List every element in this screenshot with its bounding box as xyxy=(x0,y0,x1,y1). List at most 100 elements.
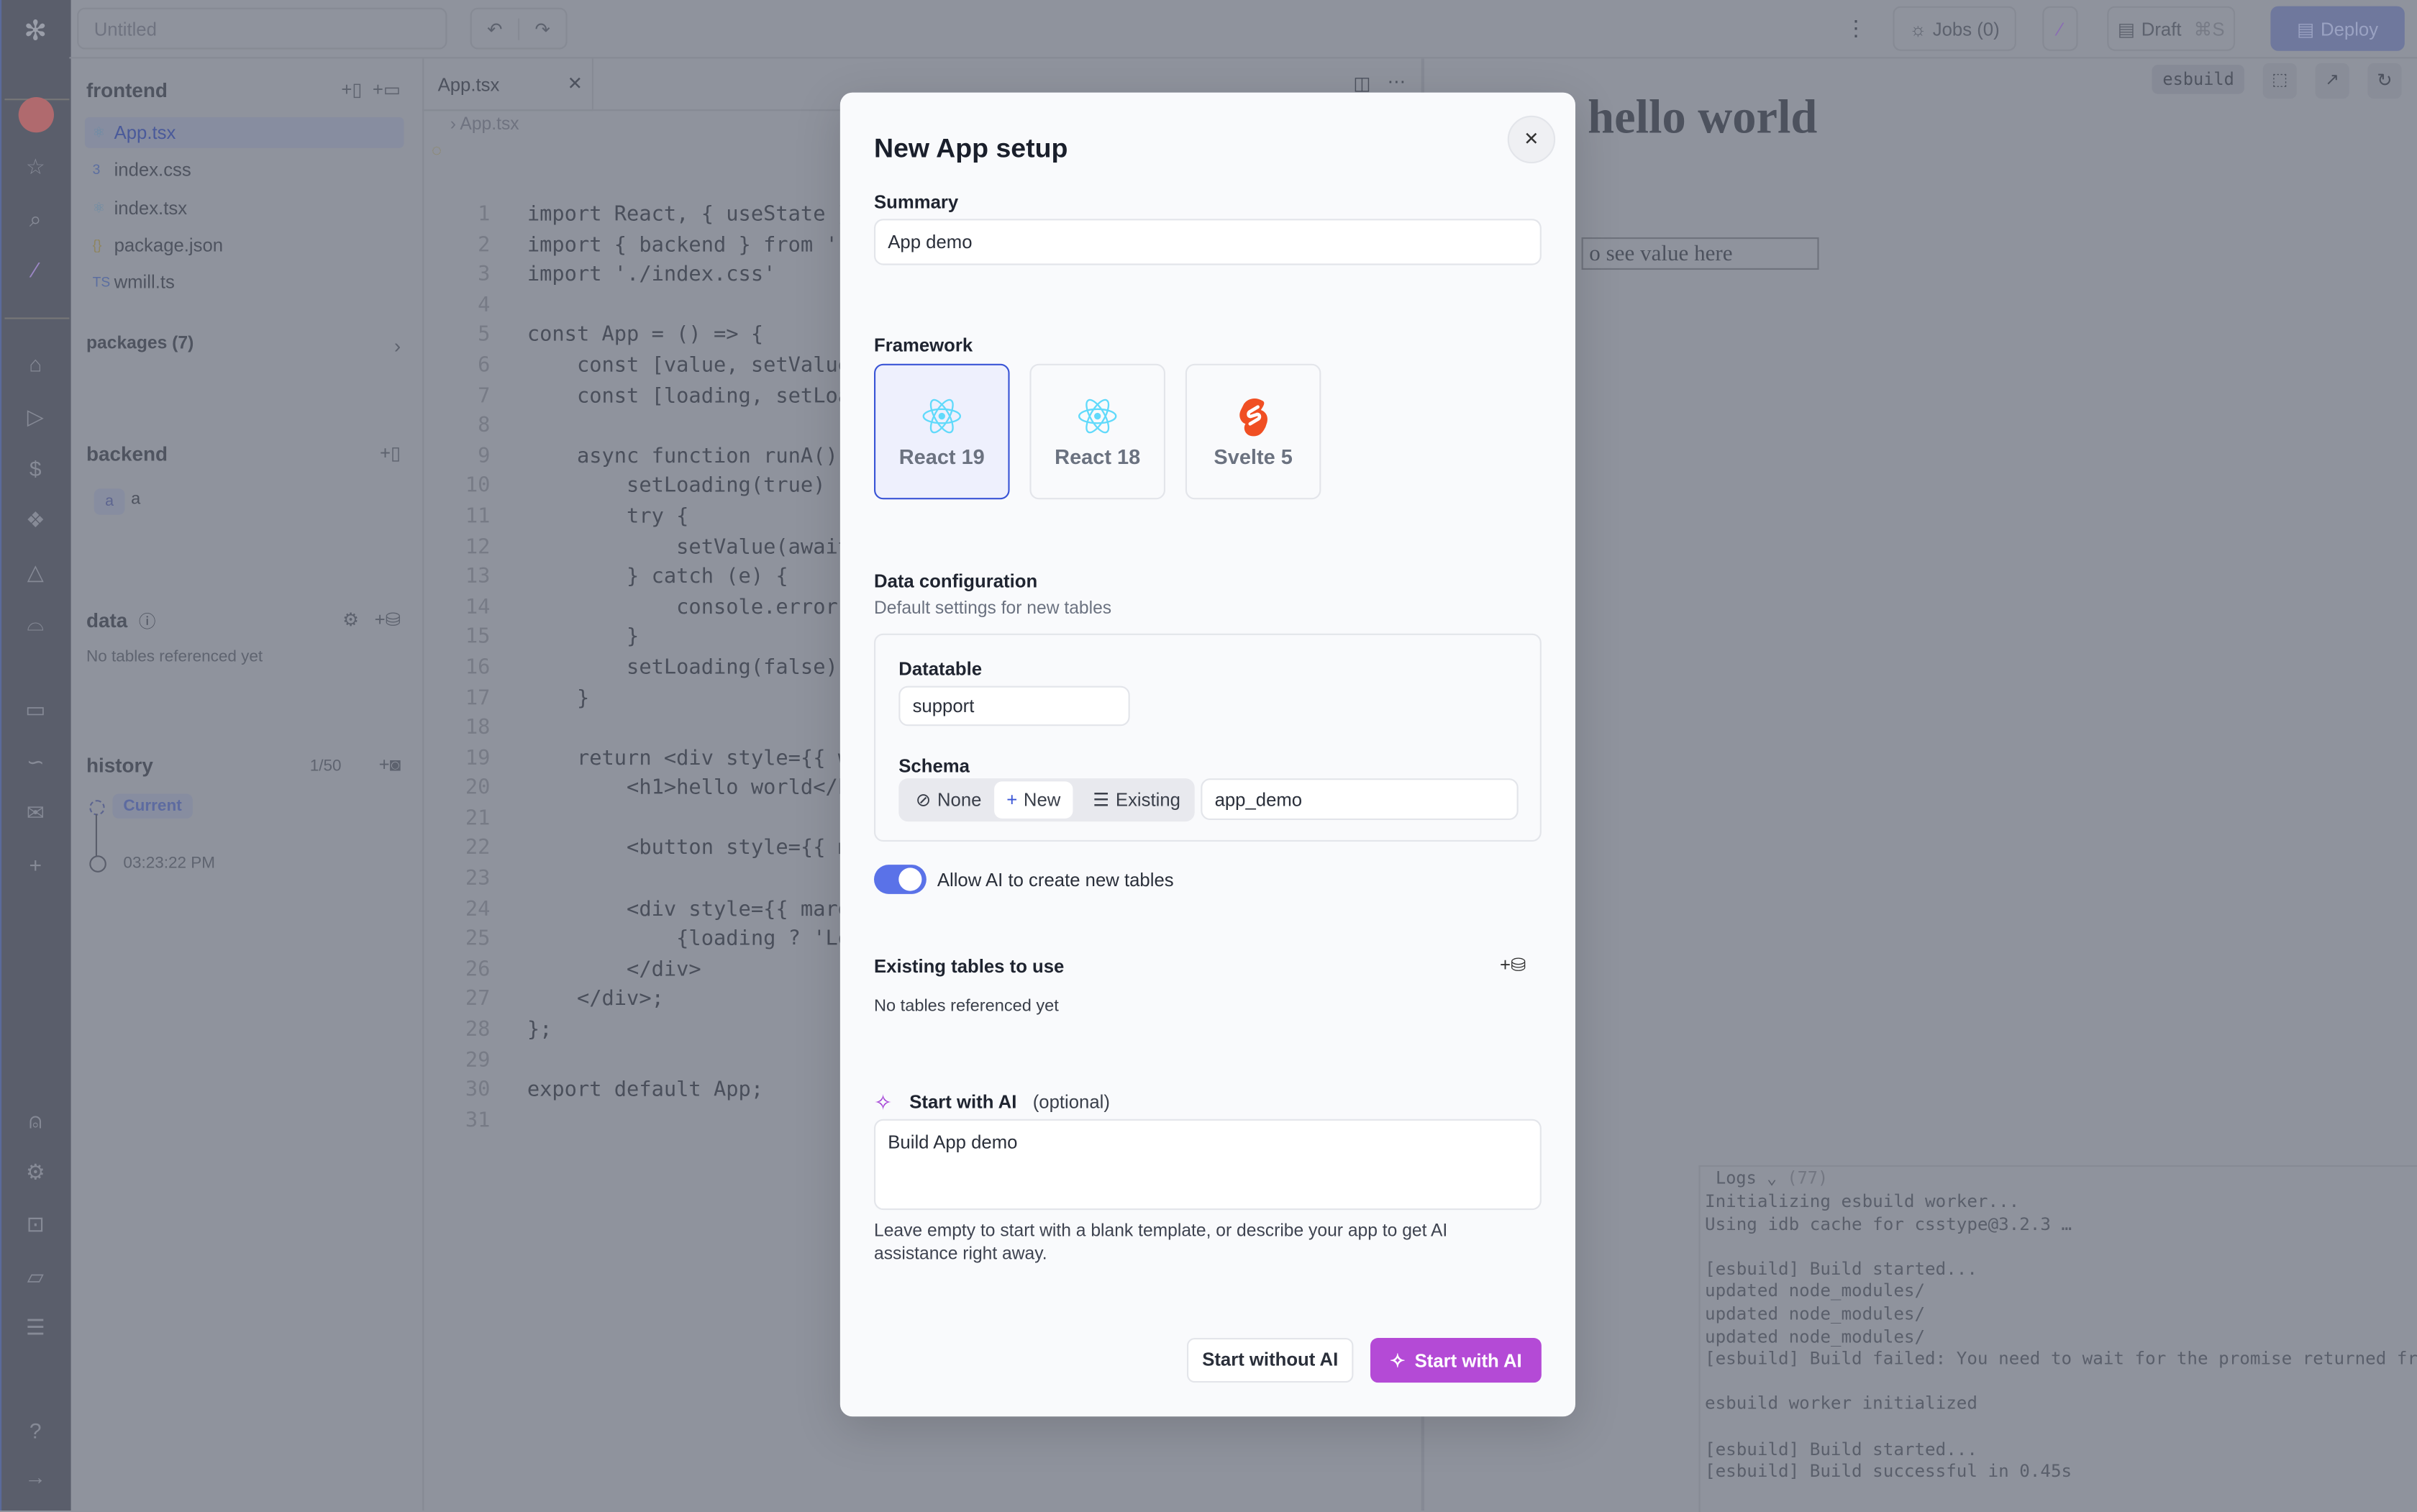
backend-item-badge: a xyxy=(94,488,125,515)
folder-icon[interactable]: ▱ xyxy=(27,1264,44,1289)
lightbulb-icon[interactable]: ◌ xyxy=(432,142,442,160)
breadcrumb-item[interactable]: App.tsx xyxy=(460,115,519,135)
expand-arrow-icon[interactable]: → xyxy=(24,1464,47,1489)
graduation-cap-icon[interactable]: ⌓ xyxy=(27,610,45,635)
start-with-ai-button[interactable]: ✧ Start with AI xyxy=(1370,1338,1542,1383)
file-explorer: frontend +▯ +▭ ⚛ App.tsx 3 index.css ⚛ index.… xyxy=(69,58,424,1511)
ban-icon: ⊘ xyxy=(915,789,932,811)
summary-input[interactable]: App demo xyxy=(874,219,1542,265)
packages-toggle[interactable]: packages (7) xyxy=(86,334,194,353)
line-text: const [value, setValue xyxy=(527,354,851,378)
datatable-label: Datatable xyxy=(898,658,983,680)
pyramid-icon[interactable]: △ xyxy=(27,559,44,585)
search-icon[interactable]: ⌕ xyxy=(29,206,42,232)
line-number: 8 xyxy=(478,414,491,438)
datatable-select[interactable]: support xyxy=(898,686,1130,727)
list-icon[interactable]: ☰ xyxy=(25,1314,45,1340)
ai-prompt-textarea[interactable]: Build App demo xyxy=(874,1119,1542,1211)
refresh-icon[interactable]: ↻ xyxy=(2367,63,2402,99)
close-tab-icon[interactable]: ✕ xyxy=(567,72,583,94)
redo-icon[interactable]: ↷ xyxy=(534,17,551,40)
line-text: <h1>hello world</h xyxy=(527,777,851,801)
windmill-logo-icon[interactable]: ✻ xyxy=(24,15,47,47)
snapshot-button[interactable]: +◙ xyxy=(378,753,401,775)
json-icon: {} xyxy=(92,237,102,253)
more-icon[interactable]: ⋯ xyxy=(1387,70,1406,93)
plus-icon[interactable]: + xyxy=(29,852,42,878)
ai-wand-button[interactable]: ⁄ xyxy=(2042,6,2078,51)
framework-option[interactable]: React 18 xyxy=(1029,363,1165,500)
file-item[interactable]: ⚛ App.tsx xyxy=(84,117,404,148)
history-current-badge[interactable]: Current xyxy=(112,793,193,819)
mail-icon[interactable]: ✉ xyxy=(26,800,45,825)
calendar-icon[interactable]: ▭ xyxy=(25,696,46,721)
info-icon[interactable]: ⓘ xyxy=(138,613,156,632)
framework-option[interactable]: Svelte 5 xyxy=(1185,363,1321,500)
more-menu-icon[interactable]: ⋮ xyxy=(1845,15,1867,40)
line-text: const [loading, setLoa xyxy=(527,384,851,408)
logs-header[interactable]: Logs ⌄ (77) xyxy=(1701,1167,2417,1191)
open-external-icon[interactable]: ↗ xyxy=(2315,63,2349,99)
schema-option-none[interactable]: ⊘ None xyxy=(903,781,994,818)
deploy-button[interactable]: ▤ Deploy xyxy=(2270,6,2405,51)
backend-section-title: backend xyxy=(86,442,168,466)
draft-button[interactable]: ▤ Draft ⌘S xyxy=(2107,6,2236,51)
close-dialog-button[interactable]: ✕ xyxy=(1507,115,1556,164)
framework-option[interactable]: React 19 xyxy=(874,363,1010,500)
line-text: export default App; xyxy=(527,1079,764,1103)
start-without-ai-button[interactable]: Start without AI xyxy=(1187,1338,1354,1383)
workspace-avatar[interactable] xyxy=(18,97,54,133)
data-actions[interactable]: ⚙ +⛁ xyxy=(342,609,401,631)
app-title-input[interactable]: Untitled xyxy=(77,7,447,50)
route-icon[interactable]: ∽ xyxy=(26,749,45,774)
undo-icon[interactable]: ↶ xyxy=(472,17,520,40)
file-item[interactable]: {} package.json xyxy=(85,229,404,260)
draft-label: Draft xyxy=(2141,17,2182,40)
add-backend-file-icon[interactable]: +▯ xyxy=(379,442,401,464)
star-icon[interactable]: ☆ xyxy=(25,154,45,179)
user-icon[interactable]: ⍝ xyxy=(29,1108,42,1133)
home-icon[interactable]: ⌂ xyxy=(29,351,42,376)
workspace-settings-icon[interactable]: ⊡ xyxy=(26,1211,45,1237)
log-line: [esbuild] Build started... xyxy=(1705,1439,1977,1459)
jobs-label: Jobs (0) xyxy=(1932,17,2000,40)
logs-count: (77) xyxy=(1787,1168,1829,1189)
allow-ai-toggle[interactable] xyxy=(874,865,927,894)
help-icon[interactable]: ? xyxy=(29,1418,42,1443)
play-icon[interactable]: ▷ xyxy=(27,404,44,429)
settings-icon[interactable]: ⚙ xyxy=(25,1159,45,1184)
history-node-icon xyxy=(89,855,106,873)
bundler-badge[interactable]: esbuild xyxy=(2152,65,2245,94)
schema-name-input[interactable]: app_demo xyxy=(1201,778,1519,820)
option-label: Existing xyxy=(1115,789,1180,811)
line-text: </div> xyxy=(527,958,701,982)
line-number: 29 xyxy=(465,1049,491,1072)
file-item[interactable]: TS wmill.ts xyxy=(85,267,404,298)
dollar-icon[interactable]: $ xyxy=(29,456,42,481)
add-file-folder-actions[interactable]: +▯ +▭ xyxy=(341,78,401,101)
split-view-icon[interactable]: ◫ xyxy=(1353,72,1371,94)
line-text: } xyxy=(527,626,639,650)
data-section-title: data xyxy=(86,609,128,632)
framework-name: Svelte 5 xyxy=(1214,445,1293,469)
schema-option-new[interactable]: + New xyxy=(994,781,1073,819)
line-number: 4 xyxy=(478,293,491,317)
preview-run-button[interactable]: o see value here xyxy=(1581,237,1819,270)
logs-panel: Logs ⌄ (77) Initializing esbuild worker.… xyxy=(1698,1165,2417,1512)
blocks-icon[interactable]: ❖ xyxy=(25,507,45,532)
history-entry[interactable]: 03:23:22 PM xyxy=(123,854,216,873)
log-line: esbuild worker initialized xyxy=(1705,1393,1977,1414)
chevron-right-icon[interactable]: › xyxy=(393,334,401,358)
jobs-button[interactable]: ☼ Jobs (0) xyxy=(1893,6,2016,51)
select-element-icon[interactable]: ⬚ xyxy=(2262,63,2297,99)
summary-label: Summary xyxy=(874,191,959,213)
backend-item[interactable]: a xyxy=(131,490,141,509)
file-item[interactable]: 3 index.css xyxy=(85,155,404,186)
log-line: Using idb cache for csstype@3.2.3 … xyxy=(1705,1213,2072,1234)
editor-tab[interactable]: App.tsx ✕ xyxy=(422,58,593,111)
file-item[interactable]: ⚛ index.tsx xyxy=(85,192,404,223)
add-table-button[interactable]: +⛁ xyxy=(1500,954,1526,976)
schema-option-existing[interactable]: ☰ Existing xyxy=(1080,781,1193,818)
line-number: 31 xyxy=(465,1109,491,1133)
magic-wand-icon[interactable]: ⁄ xyxy=(33,257,37,283)
